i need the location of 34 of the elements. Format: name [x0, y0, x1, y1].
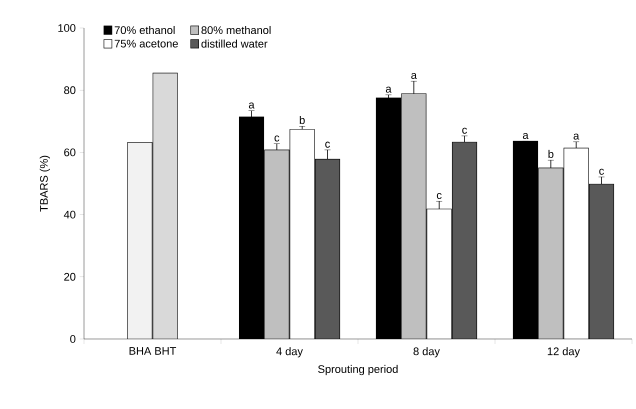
- data-label: a: [248, 102, 255, 109]
- y-tick-label: 20: [64, 272, 76, 281]
- data-label: a: [386, 86, 392, 93]
- data-label: a: [411, 72, 417, 79]
- y-tick-label: 100: [58, 24, 76, 32]
- data-label: c: [462, 128, 467, 134]
- data-label: a: [522, 132, 529, 139]
- y-tick-label: 40: [64, 210, 76, 218]
- data-label: a: [574, 134, 580, 140]
- x-axis-title: Sprouting period: [318, 364, 398, 376]
- bar: [538, 168, 564, 339]
- bar: [264, 150, 290, 339]
- x-tick-label: 12 day: [548, 347, 580, 358]
- data-label: c: [436, 193, 442, 200]
- legend-label: 80% methanol: [201, 26, 271, 34]
- bar: [315, 159, 340, 339]
- y-tick-label: 60: [64, 148, 76, 156]
- legend-label: 70% ethanol: [114, 26, 175, 34]
- bar: [402, 94, 426, 339]
- bar: [452, 142, 477, 339]
- bar: [588, 184, 614, 339]
- data-label: c: [325, 142, 330, 148]
- x-tick-label: 8 day: [414, 347, 440, 358]
- legend-label: distilled water: [201, 40, 268, 48]
- y-tick-label: 0: [70, 335, 76, 343]
- x-tick-label: 4 day: [276, 347, 303, 358]
- y-tick-label: 80: [64, 86, 76, 94]
- y-axis-title: TBARS (%): [40, 156, 50, 212]
- x-tick-label: BHA BHT: [130, 347, 176, 355]
- data-label: c: [274, 135, 280, 142]
- data-label: b: [548, 150, 554, 158]
- data-label: b: [300, 116, 305, 124]
- data-label: c: [599, 168, 604, 175]
- legend-label: 75% acetone: [114, 40, 178, 48]
